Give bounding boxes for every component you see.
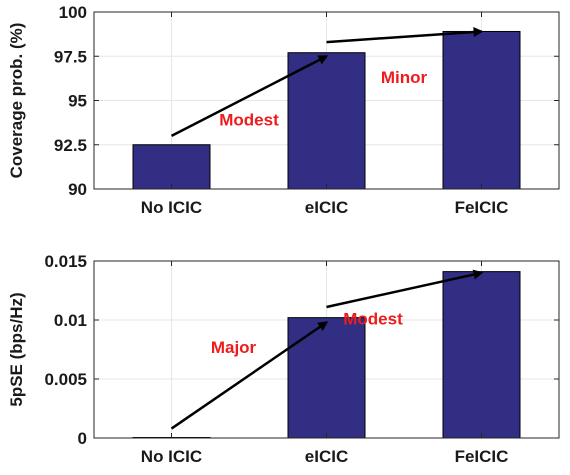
bar-eicic bbox=[287, 317, 366, 439]
annotation-label: Major bbox=[211, 338, 257, 357]
y-tick-label: 92.5 bbox=[54, 136, 87, 155]
bar-feicic bbox=[442, 30, 521, 190]
x-tick-label: No ICIC bbox=[141, 198, 202, 217]
y-axis-label: Coverage prob. (%) bbox=[7, 23, 26, 179]
bar-eicic bbox=[287, 52, 366, 190]
y-axis-label: 5pSE (bps/Hz) bbox=[7, 292, 26, 406]
chart-panel-1: 90 92.5 95 97.5 100 No ICIC eICIC FeICIC Coverag… bbox=[7, 3, 560, 217]
annotation-arrow bbox=[326, 269, 484, 309]
annotation-label: Minor bbox=[381, 68, 428, 87]
y-tick-label: 95 bbox=[68, 92, 87, 111]
y-tick-label: 90 bbox=[68, 180, 87, 199]
annotation-arrow bbox=[170, 55, 329, 138]
annotation-label: Modest bbox=[343, 310, 403, 329]
y-tick-label: 0.01 bbox=[54, 311, 87, 330]
x-tick-label: No ICIC bbox=[141, 447, 202, 466]
annotation-arrow bbox=[326, 27, 484, 44]
y-tick-label: 97.5 bbox=[54, 47, 87, 66]
y-tick-label: 0.005 bbox=[44, 370, 87, 389]
x-tick-label: eICIC bbox=[305, 198, 348, 217]
bar-feicic bbox=[442, 271, 521, 439]
bar-no-icic bbox=[132, 144, 211, 190]
chart-panel-2: 0 0.005 0.01 0.015 No ICIC eICIC FeICIC 5pSE (b… bbox=[7, 252, 560, 466]
y-tick-label: 0 bbox=[78, 429, 87, 448]
annotation-arrow bbox=[170, 321, 329, 430]
x-tick-label: FeICIC bbox=[455, 198, 509, 217]
annotation-label: Modest bbox=[219, 110, 279, 129]
y-tick-label: 0.015 bbox=[44, 252, 87, 271]
y-tick-label: 100 bbox=[59, 3, 87, 22]
x-tick-label: FeICIC bbox=[455, 447, 509, 466]
x-tick-label: eICIC bbox=[305, 447, 348, 466]
